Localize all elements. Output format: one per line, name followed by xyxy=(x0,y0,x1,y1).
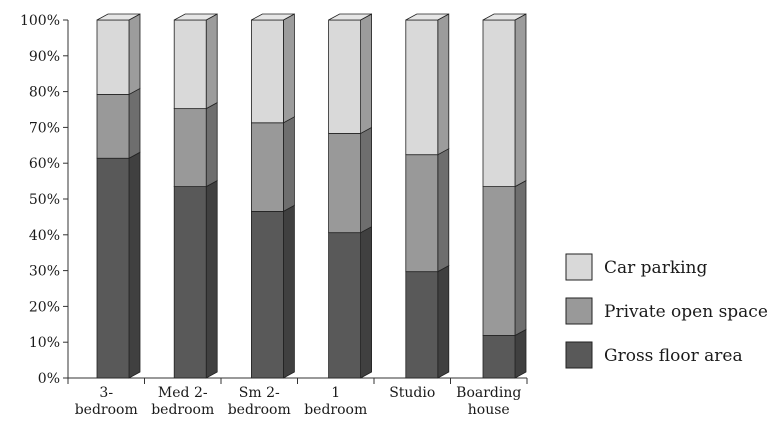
x-category-label: Studio xyxy=(389,385,435,401)
bar-top-face xyxy=(482,13,527,21)
bar-side-face xyxy=(360,126,373,234)
bar-front-face xyxy=(405,19,439,156)
chart-legend: Car parking Private open space Gross floor… xyxy=(565,253,768,369)
bar-side-face xyxy=(437,13,450,156)
y-tick-label: 80% xyxy=(29,85,60,101)
legend-swatch xyxy=(565,297,593,325)
chart-bars xyxy=(96,13,527,379)
category-labels: 3-bedroom Med 2-bedroom Sm 2-bedroom 1 bedro… xyxy=(75,385,522,418)
bar-front-face xyxy=(96,94,130,159)
bar-segment-med-2-bedroom-gross-floor-area xyxy=(173,179,218,379)
bar-front-face xyxy=(250,122,284,212)
y-tick-label: 70% xyxy=(29,120,60,136)
bar-front-face xyxy=(405,271,439,379)
y-tick-label: 0% xyxy=(38,371,60,387)
bar-top-face xyxy=(96,13,141,21)
bar-front-face xyxy=(405,154,439,273)
bar-segment-3-bedroom-gross-floor-area xyxy=(96,151,141,379)
bar-segment-boarding-house-private-open-space xyxy=(482,179,527,337)
bar-side-face xyxy=(437,148,450,273)
bar-side-face xyxy=(128,13,141,96)
bar-side-face xyxy=(514,328,527,379)
bar-side-face xyxy=(128,87,141,159)
bar-top-face xyxy=(174,13,218,21)
bar-segment-med-2-bedroom-car-parking xyxy=(173,13,218,110)
bar-side-face xyxy=(514,179,527,337)
bar-segment-boarding-house-car-parking xyxy=(482,13,527,188)
bar-segment-1-bedroom-private-open-space xyxy=(328,126,373,234)
bar-side-face xyxy=(437,264,450,379)
y-tick-label: 90% xyxy=(29,49,60,65)
bar-segment-1-bedroom-gross-floor-area xyxy=(328,225,373,379)
bar-segment-1-bedroom-car-parking xyxy=(328,13,373,135)
x-category-label: Sm 2-bedroom xyxy=(228,385,291,418)
y-tick-label: 50% xyxy=(29,192,60,208)
bar-side-face xyxy=(282,116,295,213)
x-category-label: Boarding house xyxy=(456,385,521,418)
y-tick-label: 20% xyxy=(29,299,60,315)
bar-front-face xyxy=(96,157,130,379)
chart-axes: 0% 10% 20% 30% 40% 50% 60% 70% 80% 90% 100% xyxy=(20,13,528,387)
bar-side-face xyxy=(128,151,141,379)
bar-segment-studio-gross-floor-area xyxy=(405,264,450,379)
y-tick-label: 100% xyxy=(20,13,60,29)
legend-item-private-open-space: Private open space xyxy=(565,297,768,325)
bar-top-face xyxy=(328,13,372,21)
bar-side-face xyxy=(282,204,295,379)
bar-segment-boarding-house-gross-floor-area xyxy=(482,328,527,379)
legend-label: Gross floor area xyxy=(604,346,743,366)
x-category-label: 1 bedroom xyxy=(304,385,367,418)
bar-top-face xyxy=(251,13,295,21)
y-tick-label: 10% xyxy=(29,335,60,351)
bar-side-face xyxy=(360,225,373,379)
y-tick-label: 40% xyxy=(29,228,60,244)
legend-swatch xyxy=(565,341,593,369)
bar-front-face xyxy=(482,335,516,379)
bar-side-face xyxy=(514,13,527,188)
bar-segment-3-bedroom-private-open-space xyxy=(96,87,141,159)
x-category-label: 3-bedroom xyxy=(75,385,138,418)
bar-front-face xyxy=(173,19,207,110)
x-category-label: Med 2-bedroom xyxy=(151,385,214,418)
bar-front-face xyxy=(482,186,516,336)
bar-front-face xyxy=(328,133,362,234)
bar-segment-studio-car-parking xyxy=(405,13,450,156)
bar-segment-3-bedroom-car-parking xyxy=(96,13,141,96)
bar-segment-med-2-bedroom-private-open-space xyxy=(173,101,218,188)
legend-item-car-parking: Car parking xyxy=(565,253,708,281)
bar-side-face xyxy=(205,179,218,379)
legend-item-gross-floor-area: Gross floor area xyxy=(565,341,743,369)
bar-front-face xyxy=(173,108,207,187)
y-tick-label: 30% xyxy=(29,264,60,280)
bar-front-face xyxy=(328,232,362,379)
bar-segment-sm-2-bedroom-car-parking xyxy=(250,13,295,124)
bar-side-face xyxy=(282,13,295,124)
bar-segment-sm-2-bedroom-gross-floor-area xyxy=(250,204,295,379)
bar-side-face xyxy=(205,13,218,110)
bar-front-face xyxy=(250,211,284,379)
bar-segment-sm-2-bedroom-private-open-space xyxy=(250,116,295,213)
bar-front-face xyxy=(250,19,284,124)
bar-side-face xyxy=(205,101,218,188)
legend-label: Car parking xyxy=(604,258,708,278)
bar-front-face xyxy=(328,19,362,134)
y-tick-label: 60% xyxy=(29,156,60,172)
legend-label: Private open space xyxy=(604,302,768,322)
legend-swatch xyxy=(565,253,593,281)
bar-front-face xyxy=(96,19,130,95)
bar-side-face xyxy=(360,13,373,135)
bar-segment-studio-private-open-space xyxy=(405,148,450,273)
bar-top-face xyxy=(405,13,449,21)
bar-front-face xyxy=(173,186,207,379)
bar-front-face xyxy=(482,19,516,187)
